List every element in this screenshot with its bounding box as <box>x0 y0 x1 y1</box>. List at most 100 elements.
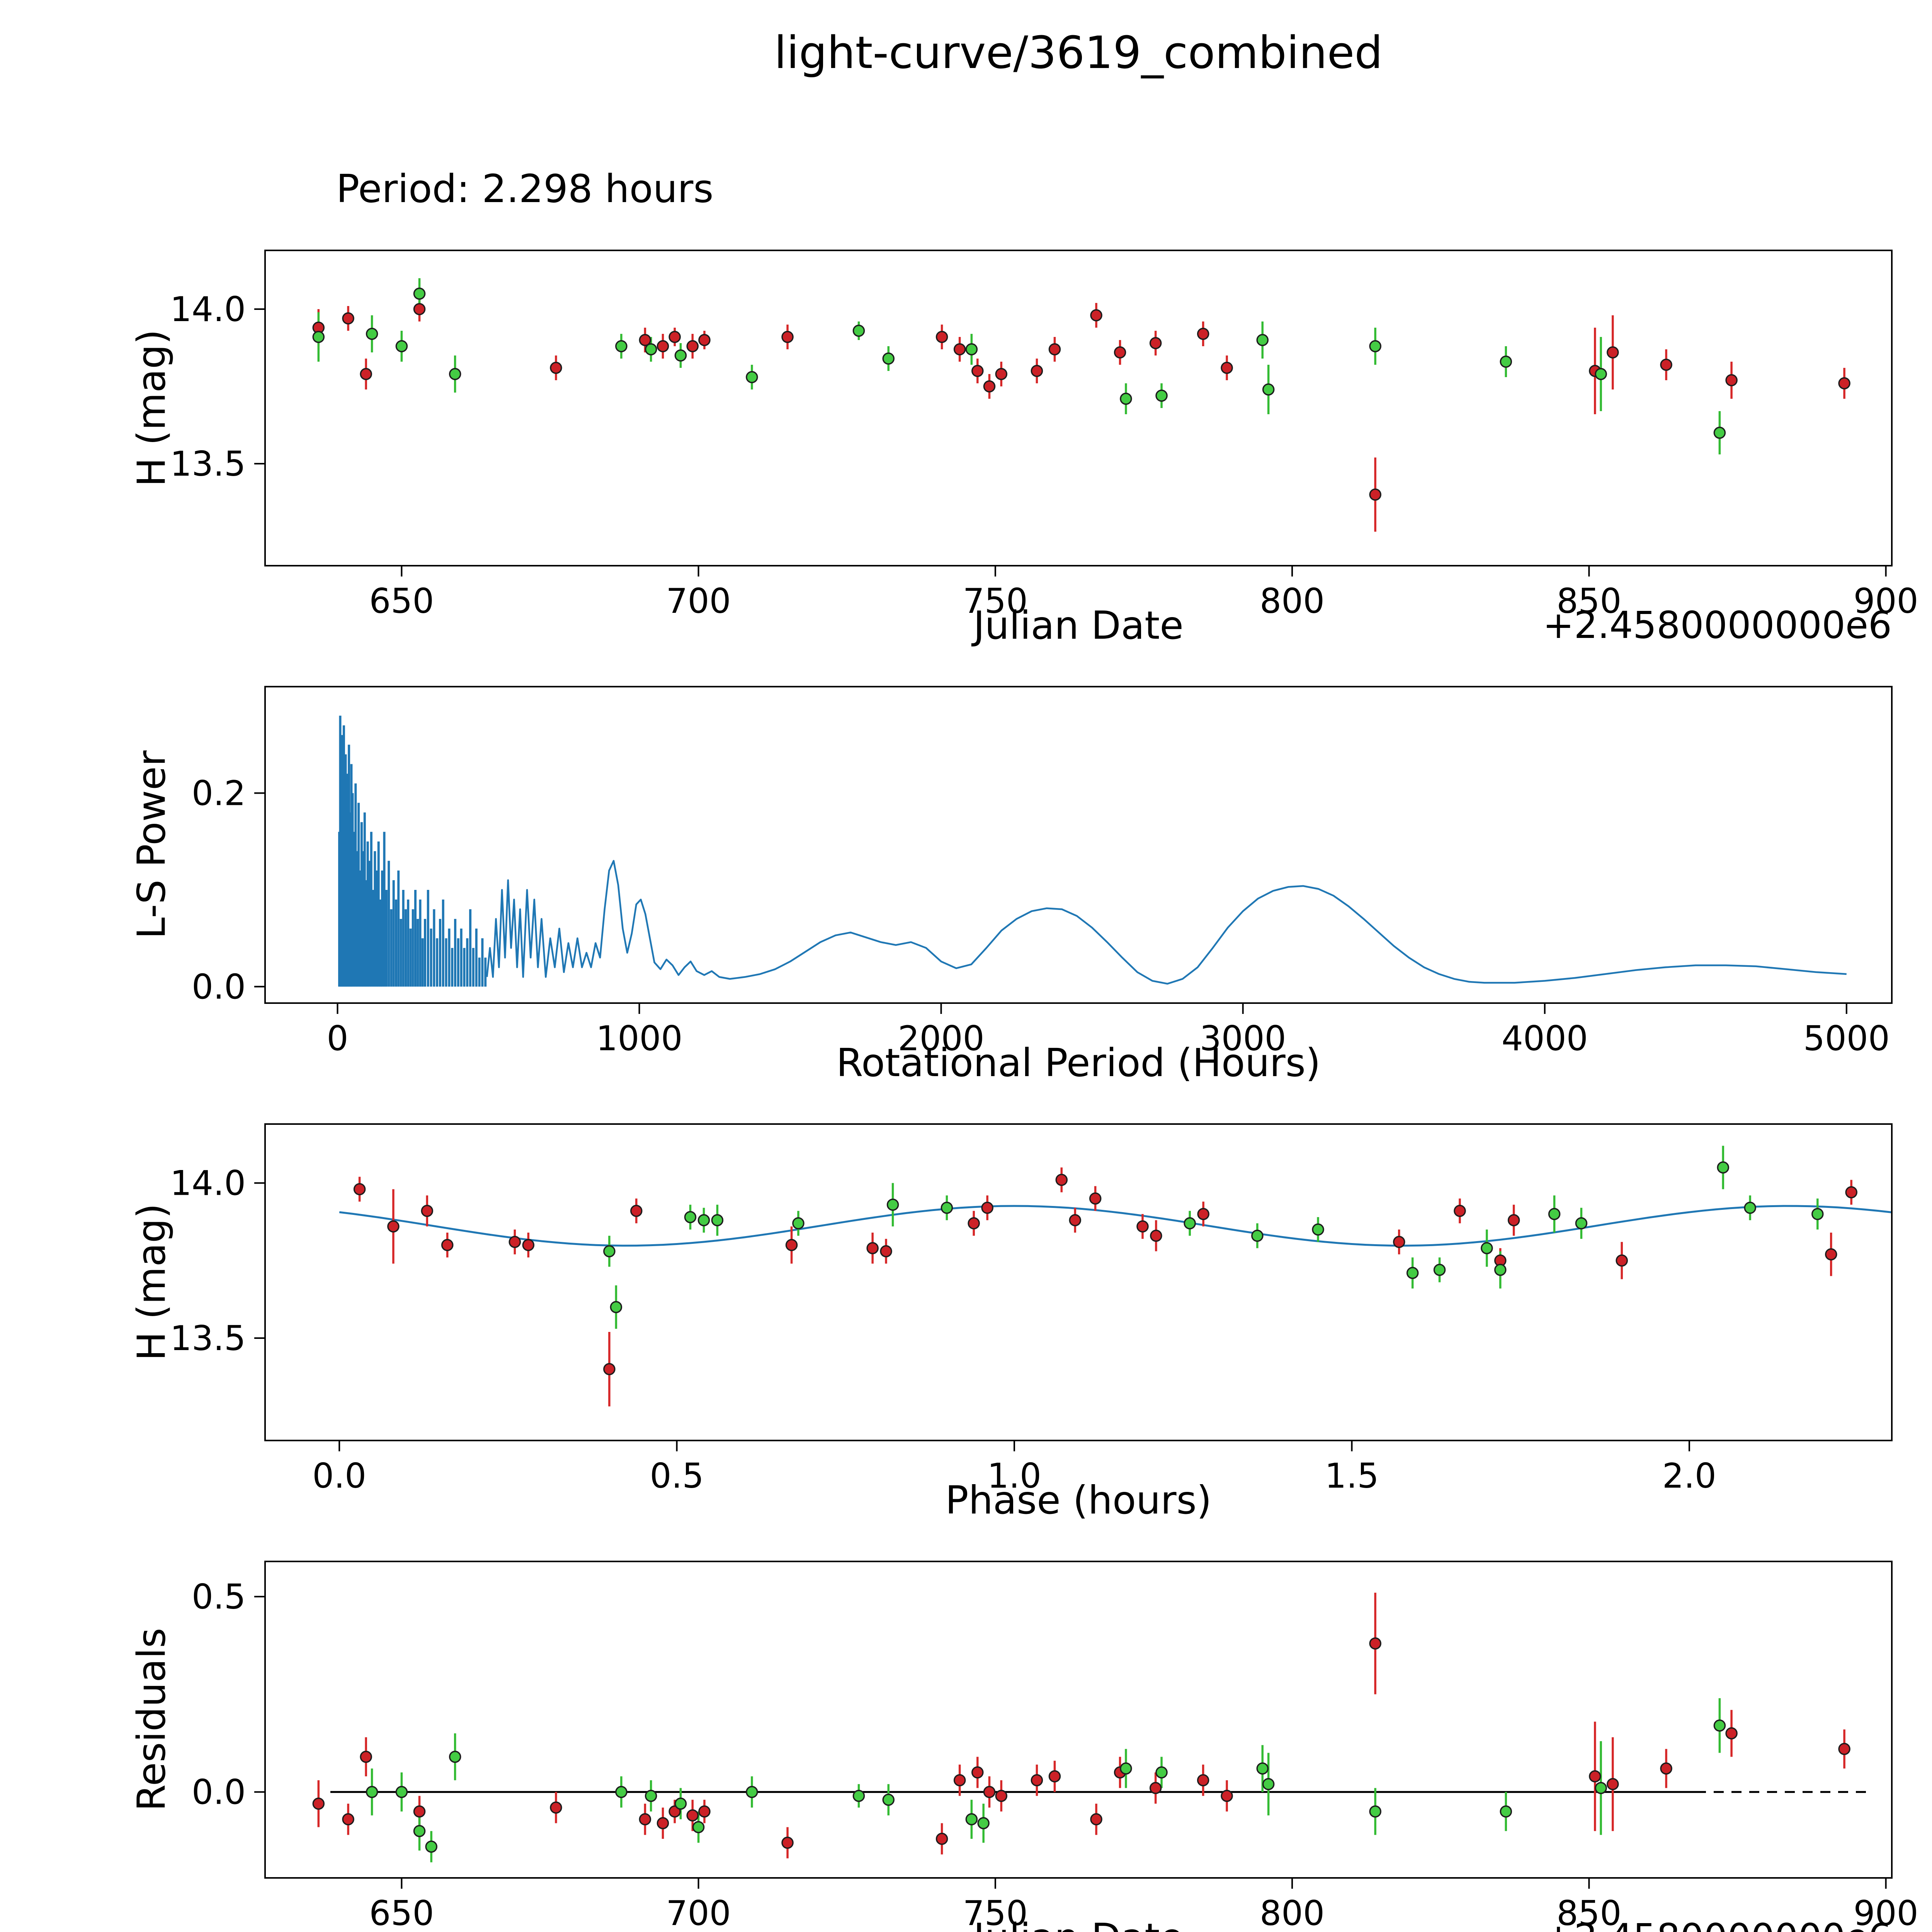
green-filter-point <box>1369 340 1381 352</box>
red-filter-point <box>995 368 1008 380</box>
green-filter-point <box>395 340 408 352</box>
x-tick-label: 0.5 <box>650 1456 704 1496</box>
red-filter-point <box>387 1220 400 1233</box>
green-filter-point <box>413 287 426 300</box>
red-filter-point <box>1507 1214 1520 1226</box>
x-tick-label: 650 <box>369 1893 434 1932</box>
green-filter-point <box>1256 1762 1269 1775</box>
green-filter-point <box>1184 1217 1196 1230</box>
y-tick-label: 14.0 <box>170 1163 246 1203</box>
green-filter-point <box>1262 383 1275 396</box>
red-filter-point <box>1589 1770 1601 1782</box>
red-filter-point <box>698 1805 711 1818</box>
x-tick-label: 1000 <box>596 1019 683 1058</box>
green-filter-point <box>977 1817 990 1830</box>
green-filter-point <box>366 1786 378 1798</box>
green-filter-point <box>882 352 895 365</box>
green-filter-point <box>746 371 758 383</box>
green-filter-point <box>1251 1230 1264 1242</box>
x-tick-label: 5000 <box>1803 1019 1890 1058</box>
green-filter-point <box>940 1202 953 1214</box>
y-tick-label: 0.0 <box>192 967 246 1007</box>
red-filter-point <box>971 365 984 377</box>
periodogram-curve <box>486 860 1847 985</box>
green-filter-point <box>645 1789 657 1802</box>
green-filter-point <box>603 1245 616 1257</box>
axis-label-phase-hours: Phase (hours) <box>945 1478 1212 1523</box>
red-filter-point <box>1114 346 1126 359</box>
y-tick-label: 13.5 <box>170 444 246 484</box>
red-filter-point <box>698 334 711 346</box>
red-filter-point <box>509 1236 521 1248</box>
x-tick-label: 2000 <box>898 1019 985 1058</box>
x-tick-label: 800 <box>1260 581 1325 621</box>
green-filter-point <box>965 1813 978 1826</box>
red-filter-point <box>1607 1778 1619 1791</box>
red-filter-point <box>312 1798 325 1810</box>
red-filter-point <box>360 1750 372 1763</box>
red-filter-point <box>656 340 669 352</box>
x-tick-label: 900 <box>1854 1893 1918 1932</box>
green-filter-point <box>615 1786 628 1798</box>
red-filter-point <box>1031 365 1043 377</box>
x-tick-label: 700 <box>666 581 731 621</box>
axis-label-residuals: Residuals <box>129 1628 174 1811</box>
red-filter-point <box>1616 1254 1628 1267</box>
red-filter-point <box>342 1813 354 1826</box>
green-filter-point <box>1744 1202 1756 1214</box>
axis-label-ls-power: L-S Power <box>129 750 174 939</box>
red-filter-point <box>630 1205 643 1217</box>
green-filter-point <box>1120 1762 1132 1775</box>
y-tick-label: 13.5 <box>170 1318 246 1358</box>
green-filter-point <box>792 1217 804 1230</box>
x-tick-label: 850 <box>1556 581 1621 621</box>
fit-curve <box>339 1205 1892 1247</box>
red-filter-point <box>413 1805 426 1818</box>
red-filter-point <box>639 1813 651 1826</box>
axes-frame <box>264 686 1893 1004</box>
green-filter-point <box>965 343 978 355</box>
red-filter-point <box>1221 362 1233 374</box>
red-filter-point <box>1197 1774 1209 1786</box>
red-filter-point <box>686 340 699 352</box>
red-filter-point <box>1089 1192 1102 1205</box>
red-filter-point <box>1150 1230 1162 1242</box>
red-filter-point <box>1825 1248 1837 1260</box>
green-filter-point <box>1369 1805 1381 1818</box>
green-filter-point <box>852 325 865 337</box>
green-filter-point <box>1717 1161 1730 1174</box>
red-filter-point <box>1031 1774 1043 1786</box>
green-filter-point <box>692 1821 705 1833</box>
red-filter-point <box>880 1245 892 1257</box>
x-tick-label: 1.5 <box>1325 1456 1379 1496</box>
green-filter-point <box>1262 1778 1275 1791</box>
green-filter-point <box>1811 1208 1824 1220</box>
green-filter-point <box>645 343 657 355</box>
y-tick-label: 0.0 <box>192 1772 246 1812</box>
green-filter-point <box>1120 393 1132 405</box>
green-filter-point <box>1406 1267 1419 1279</box>
red-filter-point <box>550 1801 562 1814</box>
x-axis-offset-text-top: +2.4580000000e6 <box>1543 604 1892 647</box>
red-filter-point <box>421 1205 434 1217</box>
red-filter-point <box>413 303 426 315</box>
red-filter-point <box>668 331 681 343</box>
green-filter-point <box>1500 355 1512 368</box>
red-filter-point <box>1149 1782 1162 1794</box>
green-filter-point <box>711 1214 724 1226</box>
green-filter-point <box>312 331 325 343</box>
red-filter-point <box>1055 1173 1068 1186</box>
red-filter-point <box>1090 1813 1102 1826</box>
red-filter-point <box>1048 343 1061 355</box>
red-filter-point <box>971 1766 984 1779</box>
green-filter-point <box>615 340 628 352</box>
x-axis-offset-text-bottom: +2.4580000000e6 <box>265 1916 1892 1932</box>
green-filter-point <box>366 328 378 340</box>
green-filter-point <box>1595 1782 1607 1794</box>
x-tick-label: 700 <box>666 1893 731 1932</box>
red-filter-point <box>781 1837 794 1849</box>
green-filter-point <box>1312 1223 1324 1236</box>
y-tick-label: 0.2 <box>192 774 246 813</box>
